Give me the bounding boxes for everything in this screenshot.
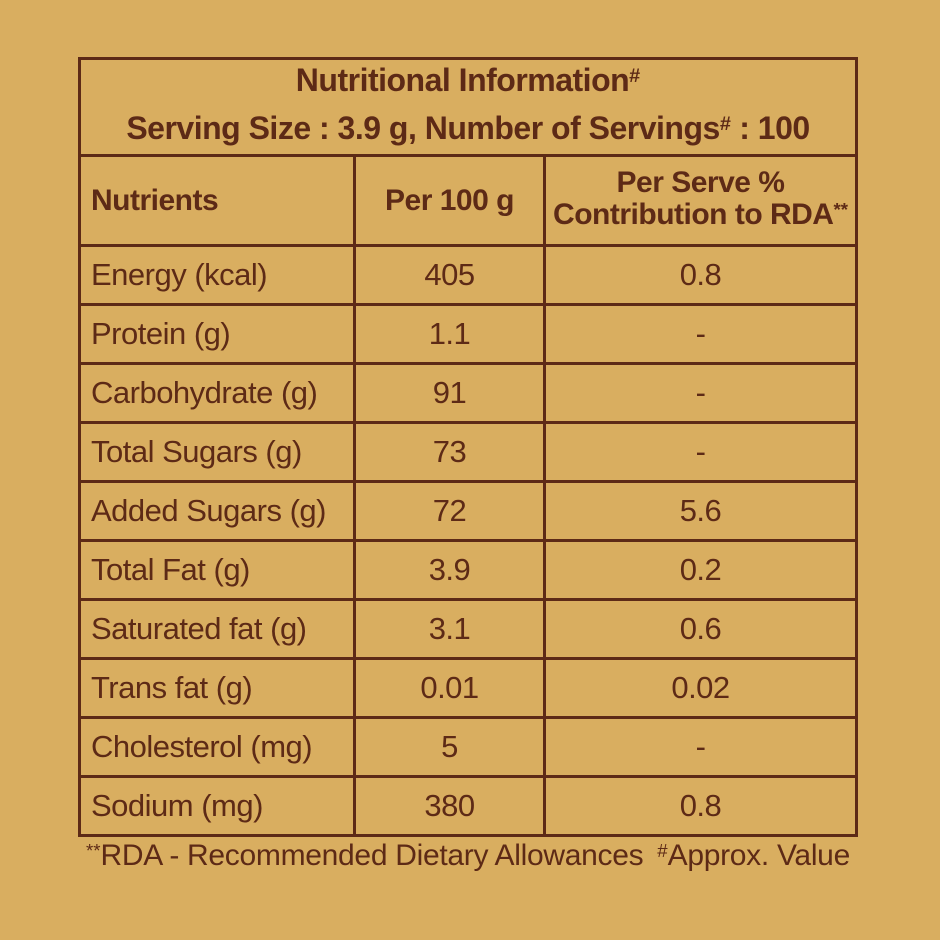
nutrient-cell: Sodium (mg) [91,788,263,823]
nutrient-cell: Saturated fat (g) [91,611,307,646]
serving-size-line: Serving Size : 3.9 g, Number of Servings… [126,107,810,155]
nutrient-cell: Trans fat (g) [91,670,253,705]
title-text: Nutritional Information [295,62,630,98]
nutrient-cell: Carbohydrate (g) [91,375,318,410]
approx-footnote-superscript: # [657,839,668,861]
rda-footnote-text: RDA - Recommended Dietary Allowances [100,839,644,872]
rda-superscript: ** [833,198,848,220]
nutrient-cell: Protein (g) [91,316,231,351]
table-row: Energy (kcal) 405 0.8 [81,244,855,303]
table-row: Total Sugars (g) 73 - [81,421,855,480]
table-row: Saturated fat (g) 3.1 0.6 [81,598,855,657]
table-title-block: Nutritional Information# Serving Size : … [81,60,855,154]
table-row: Trans fat (g) 0.01 0.02 [81,657,855,716]
rda-cell: 0.6 [543,601,855,657]
per100g-cell: 405 [353,247,543,303]
nutrient-cell: Added Sugars (g) [91,493,326,528]
rda-cell: 0.8 [543,247,855,303]
table-row: Protein (g) 1.1 - [81,303,855,362]
table-title: Nutritional Information# [296,59,640,107]
per100g-cell: 72 [353,483,543,539]
per100g-cell: 5 [353,719,543,775]
serving-suffix: : 100 [730,110,810,146]
rda-cell: - [543,306,855,362]
column-header-per-100g: Per 100 g [353,157,543,244]
rda-footnote-superscript: ** [86,839,101,861]
approx-footnote-text: Approx. Value [667,839,851,872]
rda-cell: 5.6 [543,483,855,539]
per100g-cell: 3.9 [353,542,543,598]
per100g-cell: 73 [353,424,543,480]
rda-cell: 0.02 [543,660,855,716]
per100g-cell: 1.1 [353,306,543,362]
rda-cell: - [543,719,855,775]
table-row: Carbohydrate (g) 91 - [81,362,855,421]
rda-cell: 0.8 [543,778,855,834]
table-body: Energy (kcal) 405 0.8 Protein (g) 1.1 - … [81,244,855,834]
per-serve-line1: Per Serve % [616,166,785,199]
nutrient-cell: Total Sugars (g) [91,434,302,469]
nutrient-cell: Total Fat (g) [91,552,250,587]
table-row: Sodium (mg) 380 0.8 [81,775,855,834]
title-superscript: # [629,65,641,88]
table-row: Added Sugars (g) 72 5.6 [81,480,855,539]
rda-cell: - [543,365,855,421]
serving-prefix: Serving Size : 3.9 g, Number of Servings [126,110,720,146]
per100g-cell: 3.1 [353,601,543,657]
column-header-row: Nutrients Per 100 g Per Serve % Contribu… [81,154,855,244]
column-header-nutrients: Nutrients [91,183,219,217]
nutrient-cell: Cholesterol (mg) [91,729,313,764]
table-row: Total Fat (g) 3.9 0.2 [81,539,855,598]
rda-cell: - [543,424,855,480]
serving-superscript: # [719,113,731,136]
footnote: **RDA - Recommended Dietary Allowances #A… [78,839,858,873]
per-serve-line2: Contribution to RDA** [553,198,848,231]
per100g-cell: 0.01 [353,660,543,716]
per100g-cell: 91 [353,365,543,421]
nutrition-table: Nutritional Information# Serving Size : … [78,57,858,837]
rda-cell: 0.2 [543,542,855,598]
column-header-per-serve-rda: Per Serve % Contribution to RDA** [543,157,855,244]
nutrient-cell: Energy (kcal) [91,257,268,292]
table-row: Cholesterol (mg) 5 - [81,716,855,775]
per100g-cell: 380 [353,778,543,834]
